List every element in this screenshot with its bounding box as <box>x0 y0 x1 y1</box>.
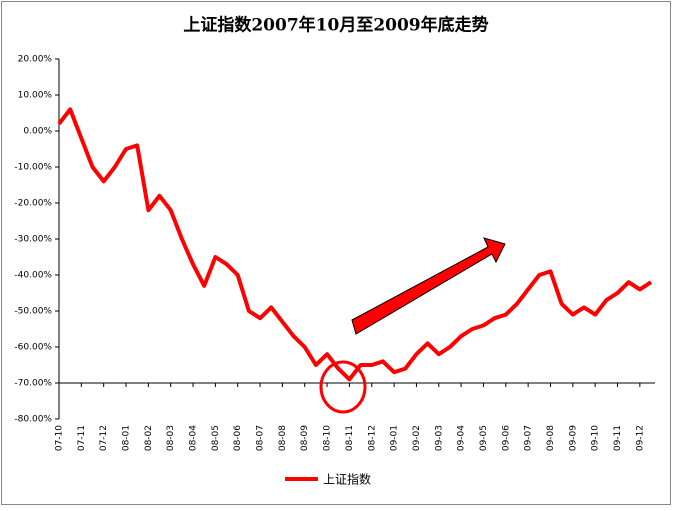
x-tick-label: 09-03 <box>434 425 444 451</box>
x-tick-label: 08-07 <box>256 425 266 451</box>
x-tick-label: 09-08 <box>546 425 556 451</box>
x-tick-label: 09-01 <box>390 425 400 451</box>
x-tick-label: 09-10 <box>591 425 601 451</box>
y-tick-label: -50.00% <box>14 307 52 317</box>
trend-arrow <box>351 237 506 335</box>
x-tick-label: 09-05 <box>479 425 489 451</box>
x-tick-label: 09-12 <box>635 425 645 451</box>
x-tick-label: 09-06 <box>501 425 511 451</box>
x-tick-label: 08-08 <box>278 425 288 451</box>
x-tick-label: 08-09 <box>300 425 310 451</box>
y-tick-label: 10.00% <box>18 91 53 101</box>
x-tick-label: 08-11 <box>345 425 355 451</box>
y-tick-label: -30.00% <box>14 235 52 245</box>
x-tick-label: 09-02 <box>412 425 422 451</box>
highlight-circle <box>319 360 367 414</box>
x-tick-label: 08-10 <box>323 425 333 451</box>
x-tick-label: 08-12 <box>367 425 377 451</box>
x-tick-label: 08-06 <box>233 425 243 451</box>
x-tick-label: 09-04 <box>457 425 467 451</box>
chart-title: 上证指数2007年10月至2009年底走势 <box>183 15 488 36</box>
x-tick-label: 09-11 <box>613 425 623 451</box>
y-tick-label: -10.00% <box>14 163 52 173</box>
legend-label: 上证指数 <box>323 472 371 487</box>
x-tick-label: 08-01 <box>122 425 132 451</box>
line-series <box>57 107 653 382</box>
x-tick-label: 09-07 <box>524 425 534 451</box>
y-tick-label: -80.00% <box>14 415 52 425</box>
x-tick-label: 07-12 <box>99 425 109 451</box>
y-tick-label: 20.00% <box>18 55 53 65</box>
x-tick-label: 09-09 <box>568 425 578 451</box>
x-tick-label: 08-05 <box>211 425 221 451</box>
y-tick-label: 0.00% <box>23 127 52 137</box>
x-tick-label: 08-02 <box>144 425 154 451</box>
x-tick-label: 07-10 <box>55 425 65 451</box>
x-tick-label: 08-03 <box>166 425 176 451</box>
x-tick-label: 08-04 <box>189 425 199 451</box>
y-tick-label: -70.00% <box>14 379 52 389</box>
y-tick-label: -40.00% <box>14 271 52 281</box>
y-tick-label: -20.00% <box>14 199 52 209</box>
x-tick-label: 07-11 <box>77 425 87 451</box>
y-tick-label: -60.00% <box>14 343 52 353</box>
